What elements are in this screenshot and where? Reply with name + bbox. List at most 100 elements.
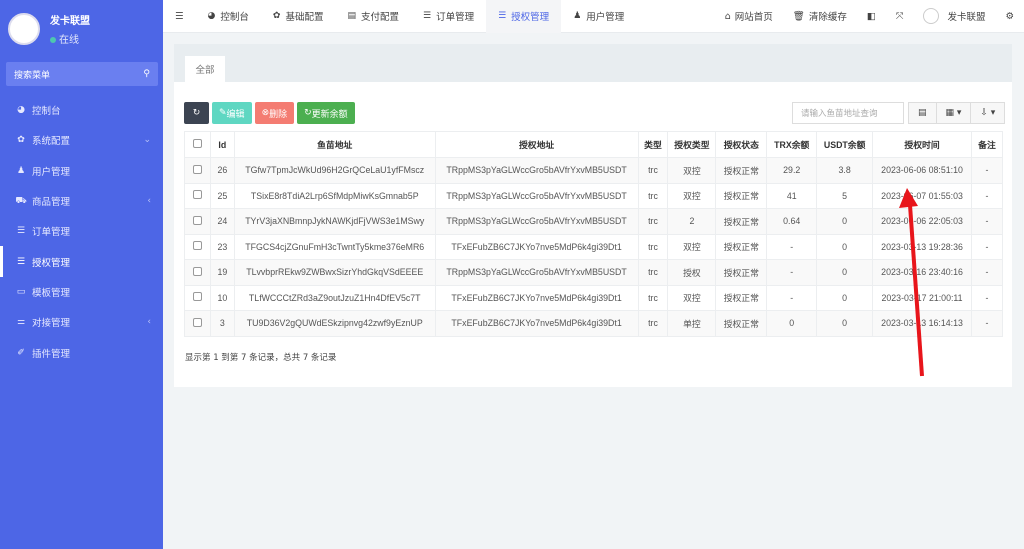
search-input[interactable]: 请输入鱼苗地址查询	[792, 102, 904, 124]
sidebar-item-6[interactable]: ▭ 模板管理	[0, 277, 163, 307]
delete-button[interactable]: ⊗ 删除	[254, 102, 295, 124]
tab-nav-3[interactable]: ☰ 订单管理	[411, 0, 486, 33]
table-cell: trc	[637, 284, 669, 311]
row-checkbox[interactable]	[184, 182, 211, 209]
table-cell: 双控	[667, 182, 717, 209]
tab-nav-4[interactable]: ☰ 授权管理	[486, 0, 562, 33]
user-name: 发卡联盟	[50, 16, 90, 27]
table-row[interactable]: 3 TU9D36V2gQUWdESkzipnvg42zwf9yEznUP TFxEF…	[184, 310, 1004, 337]
table-cell: 0.64	[766, 208, 818, 235]
sidebar-item-label: 对接管理	[32, 318, 71, 330]
delete-icon: ⊗	[261, 108, 270, 118]
table-cell: trc	[637, 182, 669, 209]
column-header: 授权地址	[434, 131, 639, 158]
table-cell: 2023-03-17 21:00:11	[872, 284, 972, 311]
table-cell: -	[970, 157, 1004, 184]
column-header: Id	[209, 131, 235, 158]
sidebar-item-4[interactable]: ☰ 订单管理	[0, 216, 163, 246]
row-checkbox[interactable]	[184, 233, 211, 260]
table-cell: trc	[637, 259, 669, 286]
row-checkbox[interactable]	[184, 284, 211, 311]
table-cell: 授权正常	[715, 208, 768, 235]
table-row[interactable]: 26 TGfw7TpmJcWkUd96H2GrQCeLaU1yfFMscz TRpp…	[184, 157, 1004, 184]
table-cell: TLvvbprREkw9ZWBwxSizrYhdGkqVSdEEEE	[233, 259, 436, 286]
update-balance-button[interactable]: ↻ 更新余额	[297, 102, 355, 124]
table-cell: 授权正常	[715, 182, 768, 209]
sidebar-item-label: 系统配置	[32, 136, 71, 148]
nav-icon: ▤	[347, 11, 356, 21]
table-cell: trc	[637, 233, 669, 260]
sliders-icon: ⚌	[16, 317, 26, 328]
menu-search[interactable]: 搜索菜单 ⚲	[6, 62, 158, 86]
table-cell: TFxEFubZB6C7JKYo7nve5MdP6k4gi39Dt1	[434, 284, 639, 311]
tab-nav-1[interactable]: ✿ 基础配置	[261, 0, 336, 33]
table-cell: 24	[209, 208, 235, 235]
home-link[interactable]: ⌂ 网站首页	[715, 9, 783, 24]
column-header: USDT余额	[816, 131, 874, 158]
sidebar-item-1[interactable]: ✿ 系统配置 ⌄	[0, 125, 163, 155]
fullscreen-icon[interactable]: ⤧	[895, 10, 904, 22]
table-cell: 19	[209, 259, 235, 286]
table-cell: 0	[816, 208, 874, 235]
table-cell: 0	[816, 233, 874, 260]
table-cell: 授权正常	[715, 259, 768, 286]
settings-icon[interactable]: ⚙	[1005, 10, 1014, 22]
row-checkbox[interactable]	[184, 208, 211, 235]
sidebar-item-3[interactable]: ⛟ 商品管理 ‹	[0, 186, 163, 216]
edit-button[interactable]: ✎ 编辑	[212, 102, 252, 124]
table-cell: 0	[816, 310, 874, 337]
table-row[interactable]: 10 TLfWCCCtZRd3aZ9outJzuZ1Hn4DfEV5c7T TFxE…	[184, 284, 1004, 311]
toggle-view-button[interactable]: ▤	[909, 103, 937, 123]
table-cell: TSixE8r8TdiA2Lrp6SfMdpMiwKsGmnab5P	[233, 182, 436, 209]
nav-label: 控制台	[220, 12, 249, 23]
row-checkbox[interactable]	[184, 157, 211, 184]
content-panel: 全部 ↻ ✎ 编辑 ⊗ 删除 ↻ 更新余额 请输入鱼苗地址查询 ▤ ▦ ▾ ⇩ ▾ …	[174, 44, 1012, 387]
language-icon[interactable]: ◧	[866, 10, 876, 22]
dashboard-icon: ◕	[17, 105, 25, 116]
table-cell: TGfw7TpmJcWkUd96H2GrQCeLaU1yfFMscz	[233, 157, 436, 184]
row-checkbox[interactable]	[184, 259, 211, 286]
table-cell: -	[970, 310, 1004, 337]
refresh-button[interactable]: ↻	[184, 102, 209, 124]
table-cell: 授权正常	[715, 310, 768, 337]
sidebar-item-2[interactable]: ♟ 用户管理	[0, 156, 163, 186]
row-checkbox[interactable]	[184, 310, 211, 337]
export-dropdown[interactable]: ⇩ ▾	[971, 103, 1005, 123]
sidebar-item-5[interactable]: ☰ 授权管理	[0, 246, 163, 277]
table-row[interactable]: 19 TLvvbprREkw9ZWBwxSizrYhdGkqVSdEEEE TRpp…	[184, 259, 1004, 286]
table-cell: 10	[209, 284, 235, 311]
table-cell: 5	[816, 182, 874, 209]
status-text: 在线	[59, 35, 79, 46]
table-cell: 41	[766, 182, 818, 209]
sidebar-item-0[interactable]: ◕ 控制台	[0, 95, 163, 125]
columns-dropdown[interactable]: ▦ ▾	[936, 103, 972, 123]
search-icon: ⚲	[143, 69, 150, 79]
home-label: 网站首页	[734, 12, 773, 23]
table-row[interactable]: 25 TSixE8r8TdiA2Lrp6SfMdpMiwKsGmnab5P TRpp…	[184, 182, 1004, 209]
sidebar-item-label: 控制台	[32, 106, 61, 118]
sidebar-item-8[interactable]: ✐ 插件管理	[0, 337, 163, 367]
list-icon: ☰	[16, 256, 26, 267]
table-cell: 3.8	[816, 157, 874, 184]
table-row[interactable]: 24 TYrV3jaXNBmnpJykNAWKjdFjVWS3e1MSwy TRpp…	[184, 208, 1004, 235]
nav-label: 支付配置	[360, 12, 399, 23]
tab-nav-5[interactable]: ♟ 用户管理	[561, 0, 636, 33]
user-menu[interactable]: 发卡联盟	[913, 8, 995, 24]
table-cell: TLfWCCCtZRd3aZ9outJzuZ1Hn4DfEV5c7T	[233, 284, 436, 311]
table-cell: 2023-03-16 23:40:16	[872, 259, 972, 286]
online-dot-icon	[50, 37, 56, 43]
table-cell: 2023-06-06 22:05:03	[872, 208, 972, 235]
table-cell: 3	[209, 310, 235, 337]
sidebar-item-7[interactable]: ⚌ 对接管理 ‹	[0, 307, 163, 337]
column-header: 授权类型	[667, 131, 717, 158]
refresh-icon: ↻	[192, 108, 201, 118]
table-row[interactable]: 23 TFGCS4cjZGnuFmH3cTwntTy5kme376eMR6 TFxE…	[184, 233, 1004, 260]
select-all-checkbox[interactable]	[184, 131, 211, 158]
tab-nav-0[interactable]: ◕ 控制台	[196, 0, 261, 33]
clear-cache-button[interactable]: 🗑 清除缓存	[783, 9, 857, 24]
chevron-icon: ‹	[147, 317, 151, 328]
tab-all[interactable]: 全部	[185, 56, 225, 82]
hamburger-icon[interactable]: ☰	[175, 10, 184, 22]
tab-nav-2[interactable]: ▤ 支付配置	[335, 0, 411, 33]
nav-icon: ◕	[207, 11, 216, 21]
